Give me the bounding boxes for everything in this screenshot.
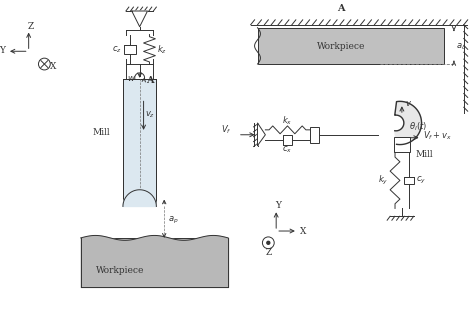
Text: $k_y$: $k_y$ — [378, 174, 388, 187]
Text: $k_z$: $k_z$ — [157, 43, 167, 55]
Text: $V_f$: $V_f$ — [221, 124, 231, 136]
Text: A: A — [146, 76, 153, 85]
Polygon shape — [123, 190, 156, 206]
Text: X: X — [50, 61, 56, 70]
Bar — [283, 135, 292, 145]
Text: $v_z$: $v_z$ — [146, 110, 155, 120]
Text: $c_y$: $c_y$ — [417, 175, 427, 186]
Text: X: X — [300, 227, 306, 236]
Text: $V_f+v_x$: $V_f+v_x$ — [423, 129, 452, 142]
Text: Mill: Mill — [416, 150, 433, 159]
Text: Workpiece: Workpiece — [317, 42, 365, 51]
Text: $\theta_l(t)$: $\theta_l(t)$ — [409, 121, 427, 133]
Bar — [394, 137, 410, 152]
Text: $k_x$: $k_x$ — [282, 115, 292, 127]
Text: Z: Z — [27, 22, 34, 31]
Bar — [310, 127, 319, 143]
Polygon shape — [132, 11, 147, 27]
Text: $a_c$: $a_c$ — [456, 41, 466, 52]
Text: Workpiece: Workpiece — [96, 266, 144, 275]
Text: $c_z$: $c_z$ — [112, 44, 122, 55]
Bar — [123, 79, 156, 206]
Polygon shape — [257, 123, 265, 146]
Text: $c_x$: $c_x$ — [282, 144, 292, 155]
Text: A: A — [337, 3, 345, 13]
Text: Y: Y — [275, 201, 281, 210]
Text: $w$: $w$ — [128, 74, 136, 83]
Text: $a_p$: $a_p$ — [168, 215, 178, 226]
Polygon shape — [395, 101, 421, 145]
Bar — [81, 238, 228, 287]
Text: Y: Y — [0, 46, 5, 55]
Circle shape — [267, 241, 270, 244]
Text: Mill: Mill — [92, 128, 110, 137]
Bar — [404, 177, 414, 184]
Text: Z: Z — [265, 248, 272, 257]
Bar — [257, 28, 444, 64]
Bar — [124, 45, 136, 54]
Text: $v$: $v$ — [405, 99, 412, 108]
